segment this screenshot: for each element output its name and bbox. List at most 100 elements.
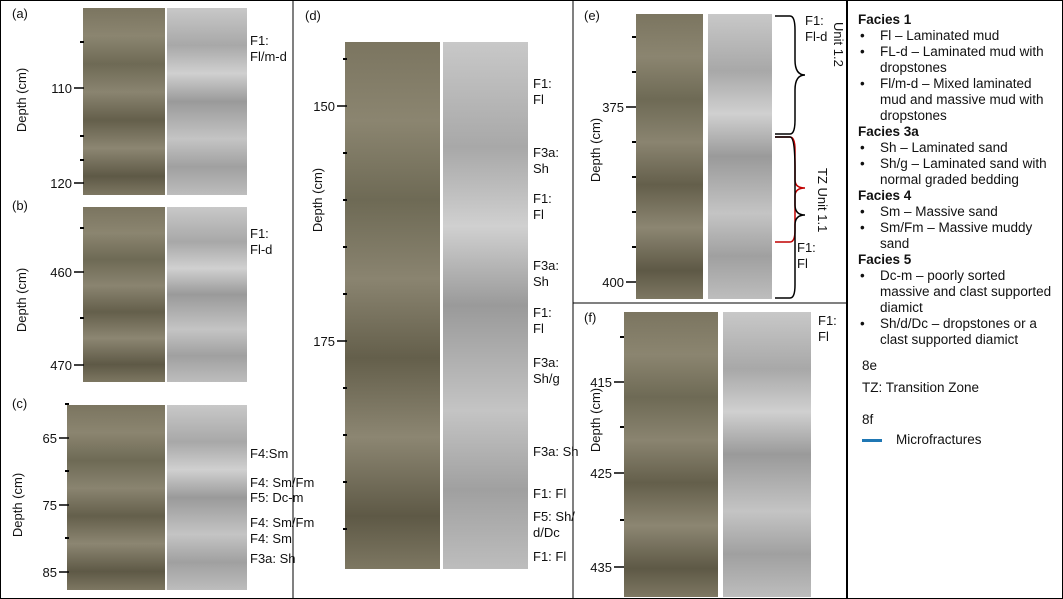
facies-label: F4: Sm/Fm [250,475,314,490]
panel-label: (b) [12,198,28,213]
facies-label: Sh [533,274,549,289]
facies-label: Fl [818,329,829,344]
note: TZ: Transition Zone [858,380,1058,396]
facies-label: F4: Sm [250,531,292,546]
tick-label: 470 [50,358,72,373]
facies-label: F1: [533,191,552,206]
brace-tz [775,137,805,242]
note: 8e [858,358,1058,374]
key-label: Microfractures [896,432,982,448]
legend: Facies 1Fl – Laminated mudFL-d – Laminat… [858,12,1058,448]
core-photo [83,207,165,382]
axis-label: Depth (cm) [10,473,25,537]
facies-label: F5: Dc-m [250,490,303,505]
xray-image [708,14,772,299]
items: Dc-m – poorly sorted massive and clast s… [858,268,1058,348]
facies-label: F1: [533,76,552,91]
facies-label: F3a: [533,145,559,160]
tick-label: 175 [313,334,335,349]
tick-label: 435 [590,560,612,575]
h: Facies 4 [858,188,1058,204]
facies-label: F3a: Sh [250,551,296,566]
tick-label: 120 [50,176,72,191]
panel-label: (e) [584,8,600,23]
item: Sh/g – Laminated sand with normal graded… [858,156,1058,188]
facies-label: Fl [533,207,544,222]
facies-label: F5: Sh/ [533,509,575,524]
facies-label: F4:Sm [250,446,288,461]
facies-label: F1: [805,13,824,28]
h: Facies 1 [858,12,1058,28]
core-photo [67,405,165,590]
tick-label: 415 [590,375,612,390]
sw [862,439,882,442]
facies-label: d/Dc [533,525,560,540]
item: Dc-m – poorly sorted massive and clast s… [858,268,1058,316]
figure: (a)Depth (cm)110120F1:Fl/m-d(b)Depth (cm… [0,0,1063,599]
item: Sh – Laminated sand [858,140,1058,156]
facies-label: F1: [818,313,837,328]
tick-label: 150 [313,99,335,114]
facies-label: F1: [797,240,816,255]
xray-image [167,207,247,382]
core-photo [636,14,703,299]
facies-label: Fl-d [250,242,272,257]
facies-label: F1: Fl [533,486,566,501]
h: Facies 3a [858,124,1058,140]
tick-label: 400 [602,275,624,290]
facies-label: F3a: [533,258,559,273]
item: Sh/d/Dc – dropstones or a clast supporte… [858,316,1058,348]
panel-label: (d) [305,8,321,23]
panel-label: (f) [584,310,596,325]
facies-label: Fl [533,321,544,336]
tick-label: 460 [50,265,72,280]
tick-label: 85 [43,565,57,580]
xray-image [443,42,528,569]
axis-label: Depth (cm) [14,268,29,332]
axis-label: Depth (cm) [588,118,603,182]
facies-label: Fl/m-d [250,49,287,64]
item: Sm/Fm – Massive muddy sand [858,220,1058,252]
item: Fl/m-d – Mixed laminated mud and massive… [858,76,1058,124]
facies-label: Sh/g [533,371,560,386]
panel-label: (c) [12,396,27,411]
items: Sm – Massive sandSm/Fm – Massive muddy s… [858,204,1058,252]
unit-label: Unit 1.2 [831,22,846,67]
items: Sh – Laminated sandSh/g – Laminated sand… [858,140,1058,188]
items: Fl – Laminated mudFL-d – Laminated mud w… [858,28,1058,124]
key: Microfractures [858,432,1058,448]
note: 8f [858,412,1058,428]
axis-label: Depth (cm) [14,68,29,132]
item: FL-d – Laminated mud with dropstones [858,44,1058,76]
core-photo [345,42,440,569]
item: Fl – Laminated mud [858,28,1058,44]
tick-label: 75 [43,498,57,513]
facies-label: F3a: Sh [533,444,579,459]
facies-label: F1: Fl [533,549,566,564]
tick-label: 110 [51,81,72,96]
facies-label: F1: [250,33,269,48]
brace [775,137,805,298]
facies-label: Sh [533,161,549,176]
facies-label: Fl [533,92,544,107]
core-photo [83,8,165,195]
tick-label: 375 [602,100,624,115]
xray-image [167,8,247,195]
xray-image [723,312,811,597]
facies-label: Fl [797,256,808,271]
h: Facies 5 [858,252,1058,268]
facies-label: F4: Sm/Fm [250,515,314,530]
axis-label: Depth (cm) [588,388,603,452]
panel-label: (a) [12,6,28,21]
item: Sm – Massive sand [858,204,1058,220]
xray-image [167,405,247,590]
facies-label: Fl-d [805,29,827,44]
brace [775,16,805,134]
tick-label: 425 [590,466,612,481]
facies-label: F3a: [533,355,559,370]
core-photo [624,312,718,597]
facies-label: F1: [250,226,269,241]
facies-label: F1: [533,305,552,320]
axis-label: Depth (cm) [310,168,325,232]
unit-label: TZ Unit 1.1 [815,168,830,232]
